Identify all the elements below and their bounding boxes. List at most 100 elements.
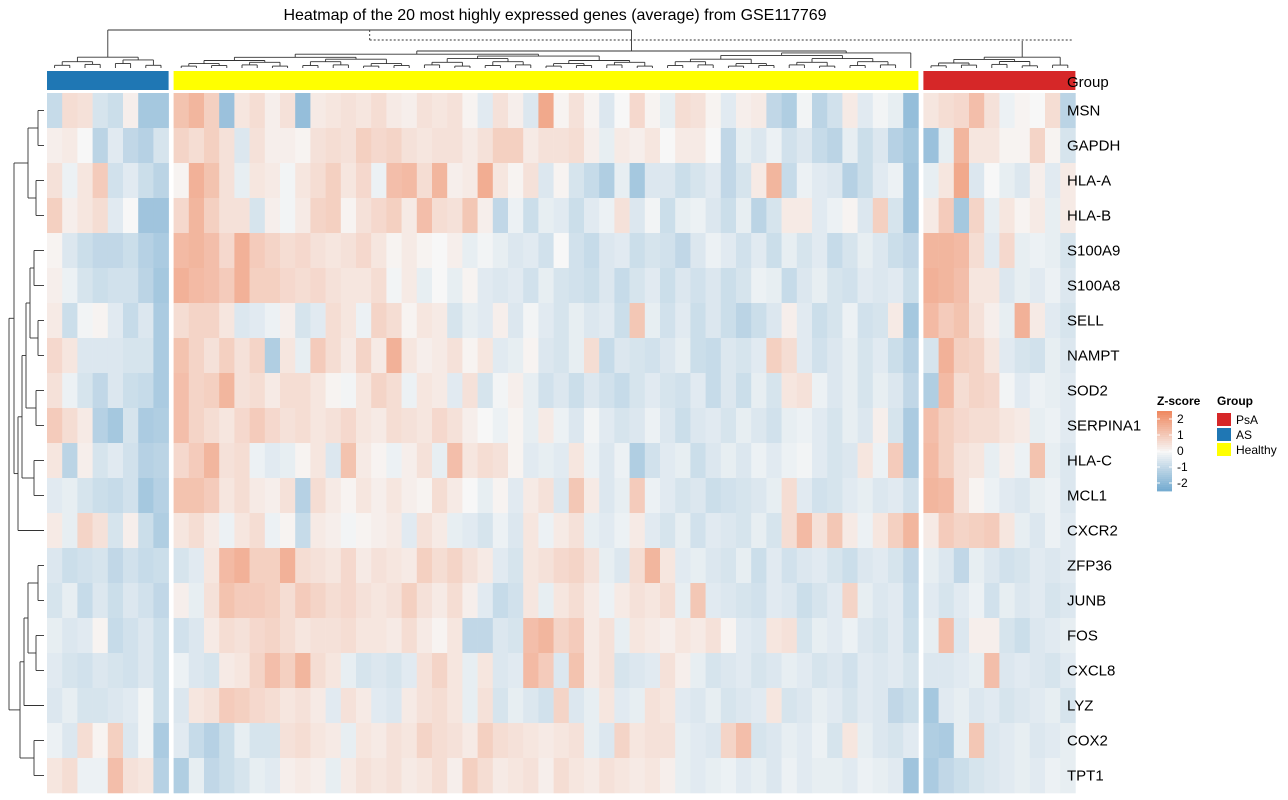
heatmap-cell (538, 93, 554, 129)
heatmap-cell (107, 548, 124, 584)
heatmap-cell (1014, 338, 1031, 374)
heatmap-cell (888, 618, 904, 654)
heatmap-cell (736, 583, 752, 619)
heatmap-cell (280, 758, 296, 794)
heatmap-cell (264, 408, 281, 444)
heatmap-cell (827, 583, 843, 619)
heatmap-cell (599, 443, 615, 479)
heatmap-cell (523, 408, 539, 444)
heatmap-cell (751, 408, 767, 444)
heatmap-cell (356, 128, 372, 164)
heatmap-cell (123, 163, 139, 199)
heatmap-cell (888, 268, 904, 304)
heatmap-cell (62, 268, 78, 304)
heatmap-cell (736, 128, 752, 164)
heatmap-cell (234, 548, 250, 584)
heatmap-cell (923, 338, 939, 374)
heatmap-cell (857, 268, 874, 304)
heatmap-cell (219, 233, 235, 269)
heatmap-cell (416, 93, 433, 129)
heatmap-cell (371, 338, 387, 374)
heatmap-cell (492, 93, 509, 129)
heatmap-cell (629, 478, 646, 514)
heatmap-cell (720, 93, 737, 129)
heatmap-cell (47, 268, 63, 304)
heatmap-cell (173, 303, 190, 339)
heatmap-cell (173, 198, 190, 234)
heatmap-cell (923, 688, 939, 724)
heatmap-cell (447, 758, 463, 794)
heatmap-cell (447, 93, 463, 129)
heatmap-cell (568, 93, 585, 129)
zscore-legend-swatch (1157, 477, 1172, 480)
heatmap-cell (736, 303, 752, 339)
heatmap-cell (720, 128, 737, 164)
heatmap-cell (310, 618, 326, 654)
heatmap-cell (903, 338, 919, 374)
heatmap-cell (123, 128, 139, 164)
heatmap-cell (310, 758, 326, 794)
heatmap-cell (1045, 618, 1061, 654)
heatmap-cell (523, 723, 539, 759)
heatmap-cell (204, 478, 220, 514)
heatmap-cell (857, 478, 874, 514)
heatmap-cell (720, 443, 737, 479)
heatmap-cell (401, 373, 418, 409)
heatmap-cell (295, 233, 311, 269)
heatmap-cell (584, 163, 600, 199)
heatmap-cell (553, 128, 570, 164)
heatmap-cell (1029, 303, 1046, 339)
heatmap-cell (1014, 513, 1031, 549)
heatmap-cell (888, 233, 904, 269)
heatmap-cell (675, 303, 691, 339)
heatmap-cell (310, 373, 326, 409)
heatmap-cell (447, 478, 463, 514)
heatmap-cell (47, 93, 63, 129)
heatmap-cell (219, 198, 235, 234)
heatmap-cell (984, 583, 1000, 619)
heatmap-cell (386, 548, 402, 584)
heatmap-cell (675, 443, 691, 479)
heatmap-cell (751, 758, 767, 794)
heatmap-cell (219, 548, 235, 584)
heatmap-cell (356, 583, 372, 619)
heatmap-cell (188, 723, 205, 759)
heatmap-cell (872, 93, 889, 129)
heatmap-cell (204, 758, 220, 794)
heatmap-cell (984, 408, 1000, 444)
heatmap-cell (1014, 443, 1031, 479)
heatmap-cell (796, 408, 813, 444)
heatmap-cell (310, 583, 326, 619)
heatmap-cell (584, 478, 600, 514)
heatmap-cell (204, 723, 220, 759)
heatmap-cell (953, 163, 970, 199)
heatmap-cell (720, 653, 737, 689)
zscore-legend-swatch (1157, 411, 1172, 414)
heatmap-cell (492, 723, 509, 759)
heatmap-cell (77, 233, 93, 269)
heatmap-cell (477, 198, 494, 234)
heatmap-cell (123, 268, 139, 304)
heatmap-cell (903, 443, 919, 479)
heatmap-cell (508, 723, 524, 759)
heatmap-cell (812, 373, 828, 409)
heatmap-cell (796, 478, 813, 514)
heatmap-cell (599, 93, 615, 129)
heatmap-cell (325, 303, 342, 339)
heatmap-cell (584, 373, 600, 409)
heatmap-cell (92, 478, 109, 514)
heatmap-cell (138, 268, 154, 304)
heatmap-cell (356, 653, 372, 689)
heatmap-cell (872, 583, 889, 619)
heatmap-cell (492, 618, 509, 654)
heatmap-cell (796, 373, 813, 409)
heatmap-cell (675, 583, 691, 619)
zscore-legend-swatch (1157, 415, 1172, 418)
heatmap-cell (264, 688, 281, 724)
heatmap-cell (234, 163, 250, 199)
heatmap-cell (614, 408, 630, 444)
heatmap-cell (953, 373, 970, 409)
heatmap-cell (796, 653, 813, 689)
heatmap-cell (386, 723, 402, 759)
heatmap-cell (173, 723, 190, 759)
